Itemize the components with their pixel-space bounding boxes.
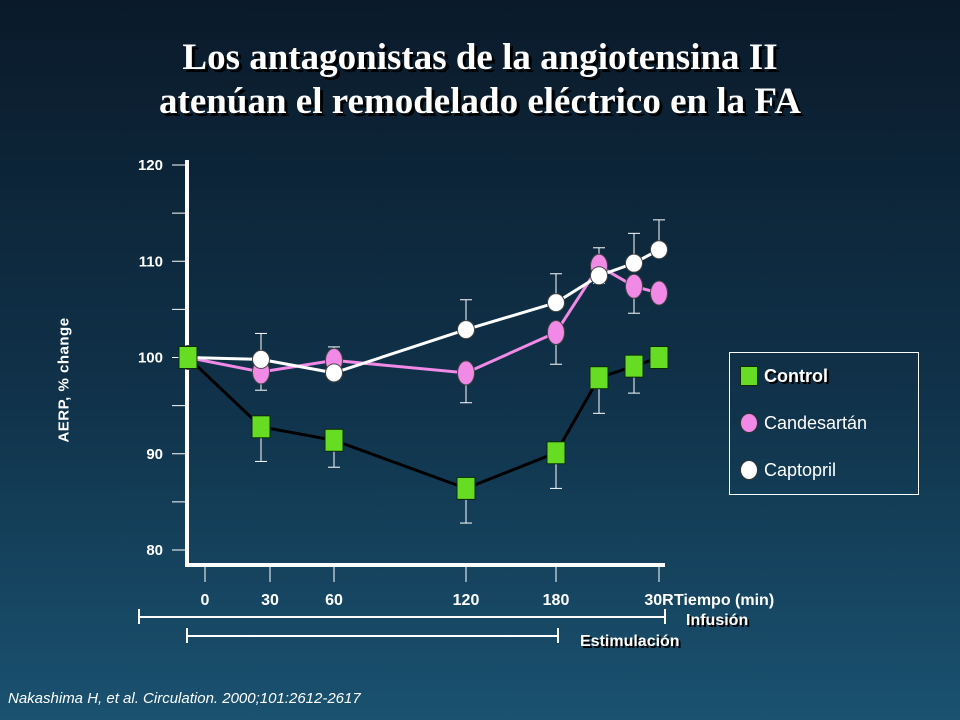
data-point-candesartan — [547, 319, 565, 345]
data-point-candesartan — [650, 280, 668, 306]
legend-marker-ellipse — [740, 413, 758, 433]
x-axis-label: Tiempo (min) — [674, 592, 774, 609]
legend-label-candesartan: Candesartán — [764, 412, 868, 433]
data-point-control — [324, 428, 344, 452]
data-point-control — [589, 366, 609, 390]
legend-marker-circle — [740, 460, 758, 480]
legend-marker-square — [740, 366, 758, 386]
title-line-1: Los antagonistas de la angiotensina II — [182, 37, 778, 78]
chart-title: Los antagonistas de la angiotensina II a… — [0, 36, 960, 124]
y-axis-label: AERP, % change — [55, 317, 73, 443]
x-tick-label: 30 — [261, 592, 279, 609]
data-point-control — [649, 346, 669, 369]
citation: Nakashima H, et al. Circulation. 2000;10… — [8, 690, 361, 707]
data-point-captopril — [590, 266, 608, 286]
y-tick-label: 100 — [138, 350, 163, 367]
legend: Control Candesartán Captopril — [729, 352, 919, 495]
data-point-captopril — [547, 293, 565, 313]
data-point-candesartan — [625, 273, 643, 299]
legend-label-control: Control — [764, 365, 828, 386]
legend-item-control: Control — [740, 365, 828, 387]
x-tick-label: 30R — [644, 592, 674, 609]
legend-item-captopril: Captopril — [740, 459, 836, 481]
infusion-label: Infusión — [686, 612, 749, 629]
legend-label-captopril: Captopril — [764, 459, 837, 480]
data-point-control — [624, 354, 644, 378]
y-tick-label: 90 — [146, 446, 163, 463]
x-tick-label: 0 — [201, 592, 210, 609]
x-tick-label: 120 — [453, 592, 480, 609]
legend-item-candesartan: Candesartán — [740, 412, 867, 434]
y-tick-label: 110 — [139, 253, 163, 270]
y-tick-label: 120 — [138, 157, 163, 174]
x-tick-label: 180 — [543, 592, 570, 609]
data-point-captopril — [325, 363, 343, 383]
data-point-captopril — [625, 253, 643, 273]
stimulation-label: Estimulación — [580, 633, 680, 650]
x-tick-label: 60 — [325, 592, 343, 609]
data-point-captopril — [457, 320, 475, 340]
data-point-captopril — [650, 240, 668, 260]
data-point-control — [251, 415, 271, 439]
data-point-control — [456, 476, 476, 500]
data-point-captopril — [252, 349, 270, 369]
data-point-control — [178, 346, 198, 369]
title-line-2: atenúan el remodelado eléctrico en la FA — [159, 81, 801, 122]
data-point-candesartan — [457, 360, 475, 386]
y-tick-label: 80 — [146, 542, 163, 559]
data-point-control — [546, 441, 566, 465]
